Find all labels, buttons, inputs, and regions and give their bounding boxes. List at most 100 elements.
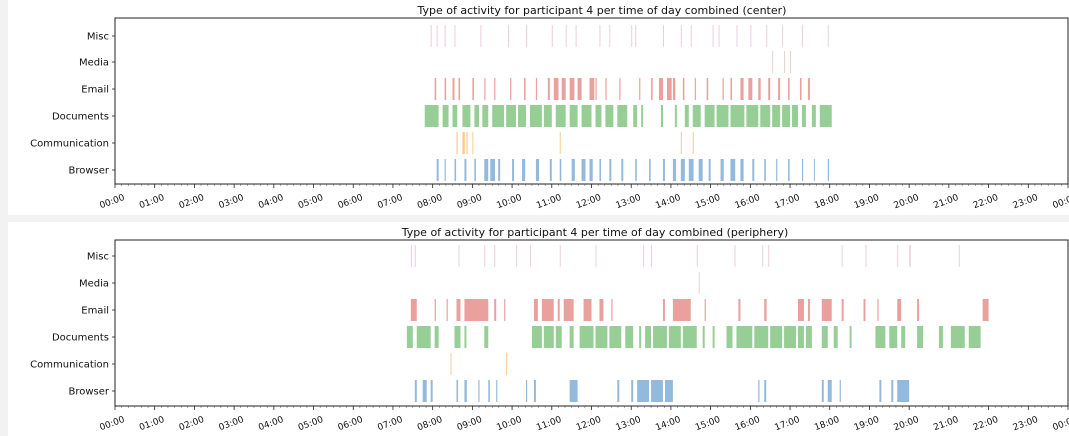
event-bar-documents xyxy=(645,326,652,348)
event-bar-documents xyxy=(454,326,461,348)
event-bar-misc xyxy=(736,25,738,47)
event-bar-misc xyxy=(750,25,752,47)
chart-title: Type of activity for participant 4 per t… xyxy=(417,4,787,17)
event-bar-documents xyxy=(889,326,898,348)
event-bar-browser xyxy=(444,159,446,181)
event-bar-documents xyxy=(811,105,816,127)
event-bar-email xyxy=(877,299,879,321)
event-bar-browser xyxy=(430,380,433,402)
event-bar-media xyxy=(772,51,774,73)
event-bars xyxy=(424,25,832,181)
event-bar-misc xyxy=(712,25,714,47)
event-bar-documents xyxy=(950,326,965,348)
event-bar-email xyxy=(523,78,526,100)
event-bar-documents xyxy=(736,326,753,348)
event-bar-browser xyxy=(535,159,540,181)
event-bar-browser xyxy=(456,380,459,402)
event-bar-browser xyxy=(525,380,528,402)
y-tick-label: Communication xyxy=(30,360,109,371)
axes-frame xyxy=(114,239,1069,407)
event-bar-browser xyxy=(827,380,832,402)
event-bar-documents xyxy=(668,326,681,348)
event-bar-browser xyxy=(512,159,515,181)
event-bar-documents xyxy=(462,105,471,127)
event-bar-misc xyxy=(762,245,764,267)
event-bar-browser xyxy=(720,159,724,181)
event-bar-misc xyxy=(525,25,528,47)
event-bar-email xyxy=(535,78,538,100)
event-bar-media xyxy=(790,51,792,73)
event-bar-email xyxy=(738,299,741,321)
event-bar-email xyxy=(672,78,676,100)
event-bar-misc xyxy=(575,25,577,47)
event-bar-email xyxy=(666,78,672,100)
event-bar-documents xyxy=(784,326,796,348)
event-bar-browser xyxy=(688,159,694,181)
event-bar-browser xyxy=(764,380,767,402)
event-bar-email xyxy=(722,78,724,100)
event-bar-browser xyxy=(801,159,804,181)
event-bar-documents xyxy=(797,326,804,348)
event-bar-misc xyxy=(494,245,496,267)
event-bar-browser xyxy=(813,159,815,181)
event-bar-communication xyxy=(462,132,465,154)
event-bar-email xyxy=(764,299,767,321)
event-bar-documents xyxy=(474,105,480,127)
event-bar-documents xyxy=(746,105,759,127)
event-bar-documents xyxy=(434,326,439,348)
event-bar-browser xyxy=(581,159,586,181)
event-bar-documents xyxy=(633,105,638,127)
event-bar-email xyxy=(730,78,733,100)
event-bar-documents xyxy=(712,326,715,348)
event-bar-misc xyxy=(768,245,770,267)
event-bar-misc xyxy=(454,25,456,47)
event-bar-misc xyxy=(458,245,460,267)
event-bar-browser xyxy=(821,380,824,402)
event-bar-misc xyxy=(841,245,843,267)
event-bar-email xyxy=(557,299,560,321)
event-bar-documents xyxy=(555,105,566,127)
event-bar-email xyxy=(619,78,621,100)
event-bar-browser xyxy=(740,159,744,181)
event-bar-misc xyxy=(897,245,899,267)
event-bar-browser xyxy=(708,159,711,181)
event-bar-browser xyxy=(897,380,910,402)
event-bar-documents xyxy=(416,326,431,348)
y-tick-label: Browser xyxy=(68,166,109,177)
event-bar-browser xyxy=(730,159,736,181)
event-bar-email xyxy=(444,78,447,100)
event-bar-misc xyxy=(508,25,510,47)
event-bar-documents xyxy=(543,326,554,348)
event-bar-misc xyxy=(690,25,692,47)
event-bar-browser xyxy=(839,380,841,402)
event-bar-documents xyxy=(684,105,689,127)
event-bar-browser xyxy=(490,159,496,181)
event-bar-browser xyxy=(680,159,685,181)
event-bar-documents xyxy=(569,326,574,348)
event-bar-documents xyxy=(938,326,943,348)
event-bar-misc xyxy=(444,25,446,47)
event-bar-documents xyxy=(772,105,781,127)
event-bar-documents xyxy=(581,105,592,127)
event-bar-misc xyxy=(480,25,482,47)
event-bar-email xyxy=(569,78,575,100)
event-bar-documents xyxy=(653,326,667,348)
event-bar-misc xyxy=(766,25,768,47)
event-bar-documents xyxy=(716,105,729,127)
event-bar-email xyxy=(659,78,663,100)
event-bar-documents xyxy=(801,105,806,127)
event-bar-documents xyxy=(726,326,733,348)
event-bar-browser xyxy=(488,380,490,402)
event-bar-email xyxy=(611,299,613,321)
event-bar-email xyxy=(662,299,665,321)
event-bars xyxy=(406,245,989,402)
y-tick-label: Communication xyxy=(30,139,109,150)
event-bar-browser xyxy=(827,159,829,181)
event-bar-email xyxy=(452,78,455,100)
event-bar-documents xyxy=(674,105,677,127)
event-bar-browser xyxy=(571,159,575,181)
event-bar-email xyxy=(704,299,706,321)
event-bar-email xyxy=(672,299,691,321)
event-bar-documents xyxy=(792,105,798,127)
event-bar-browser xyxy=(621,159,624,181)
